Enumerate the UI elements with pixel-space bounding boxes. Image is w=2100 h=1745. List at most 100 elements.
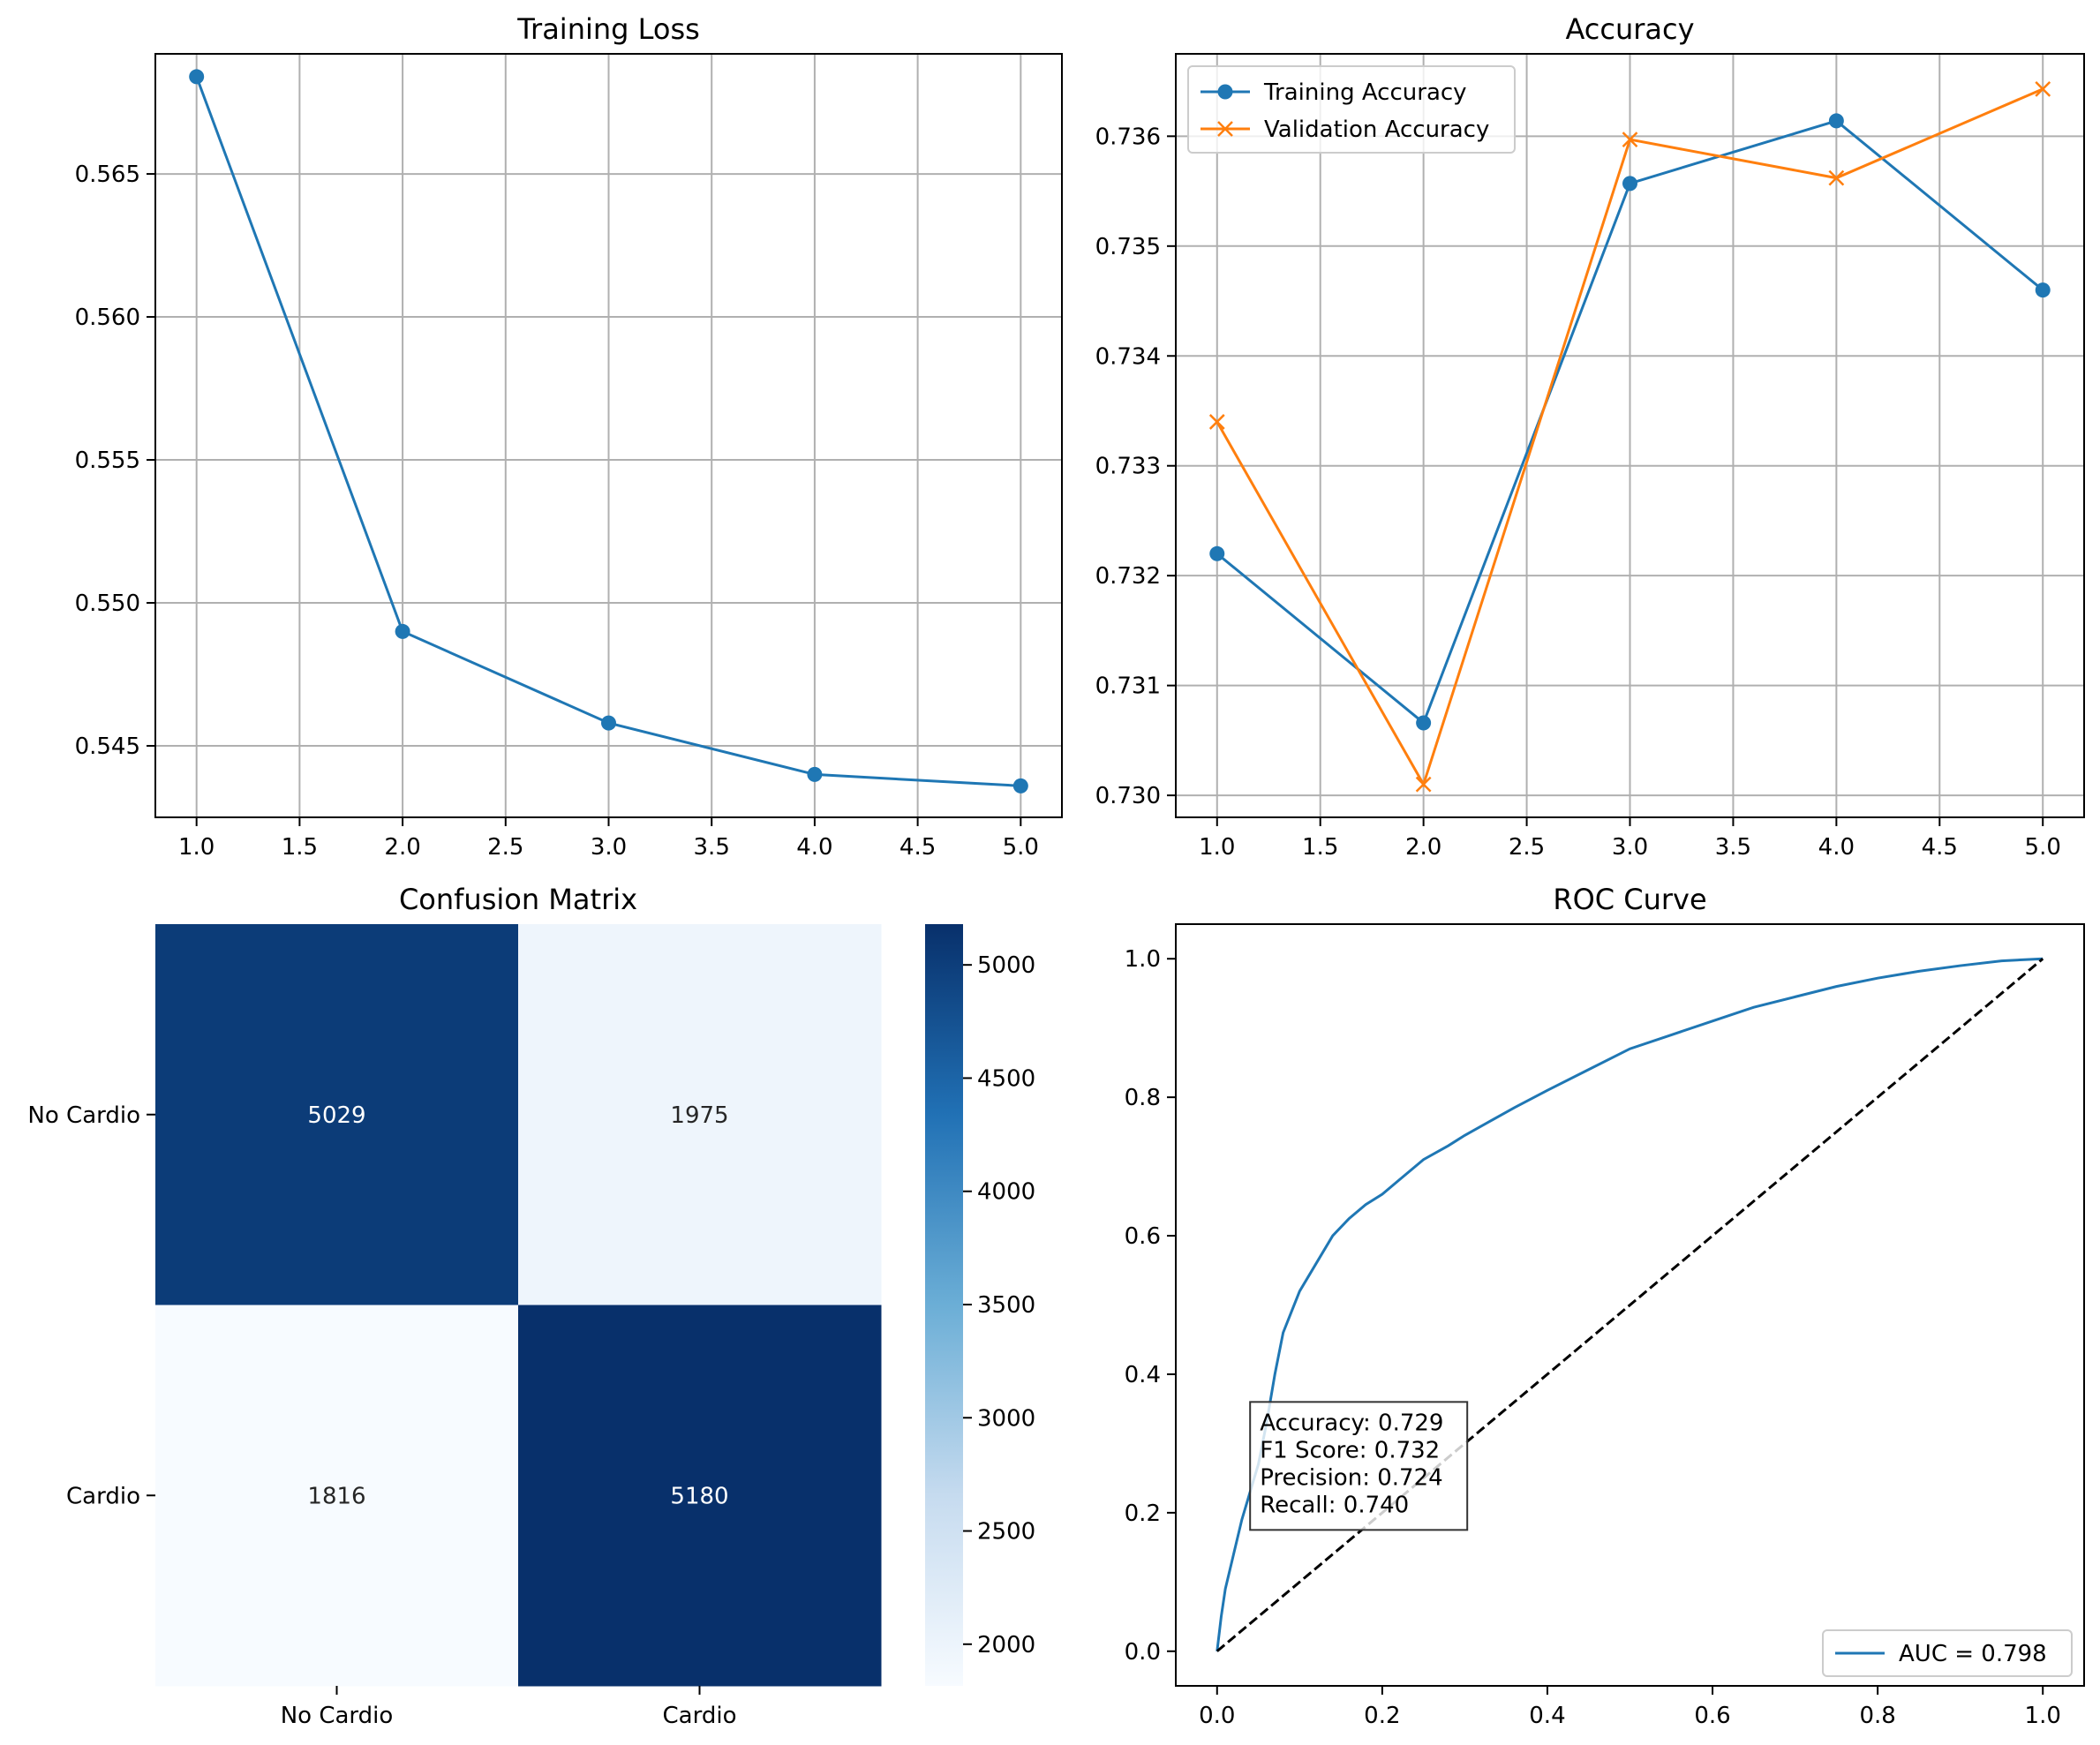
chart-title: Confusion Matrix [399, 883, 637, 916]
x-tick-label: 3.0 [591, 834, 627, 861]
annotation-box [1249, 1401, 1469, 1531]
data-point [1012, 778, 1028, 794]
y-tick-label: 0.0 [1125, 1639, 1161, 1666]
colorbar-tick-label: 2500 [977, 1519, 1035, 1546]
data-point [1622, 176, 1637, 192]
data-point [395, 623, 410, 639]
x-tick-label: 1.0 [178, 834, 215, 861]
chance-line [1216, 958, 2044, 1652]
data-point [1828, 169, 1845, 186]
y-tick-label: 1.0 [1125, 946, 1161, 973]
data-point [1208, 414, 1225, 430]
chart-title: Training Loss [516, 12, 700, 46]
y-tick-label: No Cardio [27, 1102, 140, 1129]
y-tick-label: 0.545 [75, 733, 140, 760]
x-tick-label: 3.5 [1715, 834, 1751, 861]
cell-value: 5180 [670, 1483, 728, 1509]
y-tick-label: 0.560 [75, 305, 140, 331]
legend-box [1822, 1629, 2073, 1677]
y-tick-label: 0.6 [1125, 1223, 1161, 1250]
y-tick-label: 0.735 [1095, 234, 1161, 260]
chart-title: Accuracy [1565, 12, 1694, 46]
cell-value: 1975 [670, 1102, 728, 1129]
legend-label: Training Accuracy [1263, 79, 1467, 106]
colorbar-tick-label: 5000 [977, 952, 1035, 979]
x-tick-label: 0.0 [1199, 1703, 1235, 1729]
x-tick-label: 4.0 [796, 834, 832, 861]
x-tick-label: 2.0 [1405, 834, 1441, 861]
heatmap-cell [155, 1305, 519, 1687]
plot-0: 1.0 1.5 2.0 2.5 3.0 3.5 4.0 4.5 5.0 0.545 0.550 0.5… [75, 12, 1063, 861]
y-tick-label: 0.736 [1095, 124, 1161, 150]
x-tick-label: 1.0 [1199, 834, 1235, 861]
x-tick-label: 4.5 [899, 834, 936, 861]
x-tick-label: 4.5 [1922, 834, 1958, 861]
axes-frame [1175, 53, 2085, 818]
data-point [1217, 121, 1233, 137]
y-tick-label: Cardio [66, 1483, 140, 1509]
colorbar-tick-label: 3500 [977, 1292, 1035, 1319]
x-tick-label: 0.6 [1694, 1703, 1730, 1729]
annotation-line: Recall: 0.740 [1260, 1492, 1409, 1518]
annotation-line: Accuracy: 0.729 [1260, 1410, 1443, 1436]
colorbar-tick-label: 3000 [977, 1405, 1035, 1432]
y-tick-label: 0.4 [1125, 1362, 1161, 1388]
x-tick-label: 1.0 [2025, 1703, 2061, 1729]
x-tick-label: 3.5 [694, 834, 730, 861]
data-point [1217, 84, 1233, 100]
plot-2: 5029 1975 1816 5180 No Cardio Cardio No Cardio… [27, 883, 1035, 1729]
x-tick-label: 2.0 [384, 834, 420, 861]
colorbar-tick-label: 2000 [977, 1632, 1035, 1659]
heatmap-cell [518, 924, 882, 1305]
colorbar-tick-label: 4000 [977, 1179, 1035, 1206]
data-point-stroke [1415, 776, 1432, 793]
legend-label: AUC = 0.798 [1899, 1641, 2047, 1667]
data-point-stroke [1217, 121, 1233, 137]
data-point-stroke [1208, 414, 1225, 430]
colorbar [925, 924, 963, 1686]
data-point-stroke [1828, 169, 1845, 186]
x-tick-label: 1.5 [282, 834, 318, 861]
y-tick-label: 0.565 [75, 162, 140, 188]
data-point [2035, 80, 2051, 97]
data-point [1622, 132, 1638, 147]
data-point [1416, 715, 1432, 731]
y-tick-label: 0.730 [1095, 783, 1161, 809]
x-tick-label: 1.5 [1302, 834, 1338, 861]
cell-value: 5029 [307, 1102, 365, 1129]
colorbar-tick-label: 4500 [977, 1065, 1035, 1092]
y-tick-label: 0.734 [1095, 343, 1161, 370]
legend: Training Accuracy Validation Accuracy [1187, 65, 1516, 154]
annotation-line: Precision: 0.724 [1260, 1464, 1442, 1491]
y-tick-label: 0.731 [1095, 673, 1161, 700]
legend: AUC = 0.798 [1822, 1629, 2073, 1677]
axes-frame [1175, 923, 2085, 1687]
x-tick-label: 2.5 [1509, 834, 1545, 861]
y-tick-label: 0.2 [1125, 1501, 1161, 1527]
data-point-stroke [1622, 132, 1638, 147]
annotation-line: F1 Score: 0.732 [1260, 1437, 1440, 1463]
y-tick-label: 0.550 [75, 590, 140, 617]
x-tick-label: 5.0 [1003, 834, 1039, 861]
data-point-stroke [2035, 80, 2051, 97]
data-point [2035, 282, 2051, 298]
heatmap-cell [518, 1305, 882, 1687]
data-point [1828, 113, 1844, 129]
x-tick-label: 5.0 [2025, 834, 2061, 861]
x-tick-label: 0.4 [1529, 1703, 1565, 1729]
cell-value: 1816 [307, 1483, 365, 1509]
x-tick-label: 3.0 [1612, 834, 1648, 861]
data-point [189, 69, 205, 85]
y-tick-label: 0.8 [1125, 1085, 1161, 1111]
y-tick-label: 0.555 [75, 448, 140, 474]
axes-frame [154, 53, 1063, 818]
x-tick-label: Cardio [663, 1703, 737, 1729]
x-tick-label: 0.8 [1859, 1703, 1895, 1729]
plot-1: 1.0 1.5 2.0 2.5 3.0 3.5 4.0 4.5 5.0 0.730 0.731 0.7… [1095, 12, 2085, 861]
x-tick-label: 2.5 [487, 834, 523, 861]
chart-title: ROC Curve [1553, 883, 1706, 916]
x-tick-label: 0.2 [1364, 1703, 1400, 1729]
y-tick-label: 0.733 [1095, 454, 1161, 480]
heatmap-cell [155, 924, 519, 1305]
